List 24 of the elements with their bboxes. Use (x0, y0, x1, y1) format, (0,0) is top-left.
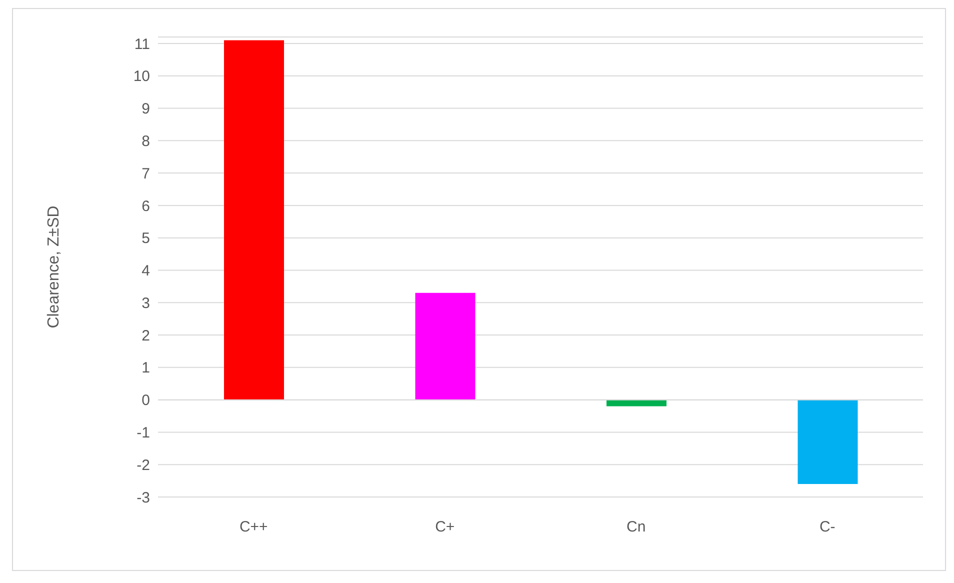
bar (415, 292, 476, 400)
y-tick-label: 9 (142, 100, 150, 118)
bar (224, 40, 284, 400)
bar (798, 400, 858, 484)
y-tick-label: 7 (142, 165, 150, 182)
y-axis-title: Clearence, Z±SD (46, 206, 63, 328)
y-tick-label: 4 (142, 262, 150, 280)
y-tick-label: 5 (142, 230, 150, 248)
y-tick-label: -2 (136, 456, 150, 474)
y-tick-label: 10 (133, 68, 150, 86)
y-tick-label: 2 (142, 327, 150, 344)
y-tick-label: 8 (142, 132, 150, 150)
x-tick-label: C+ (435, 518, 455, 536)
y-tick-label: -1 (136, 424, 150, 442)
y-tick-label: 1 (142, 360, 150, 377)
x-tick-label: C++ (239, 518, 268, 536)
y-tick-label: 6 (142, 198, 150, 215)
y-tick-label: 3 (142, 294, 150, 312)
x-tick-label: C- (819, 518, 836, 536)
bar (606, 400, 666, 406)
y-tick-label: 11 (134, 36, 150, 53)
y-tick-label: 0 (142, 392, 150, 410)
y-tick-label: -3 (136, 489, 150, 506)
x-tick-label: Cn (626, 518, 646, 536)
